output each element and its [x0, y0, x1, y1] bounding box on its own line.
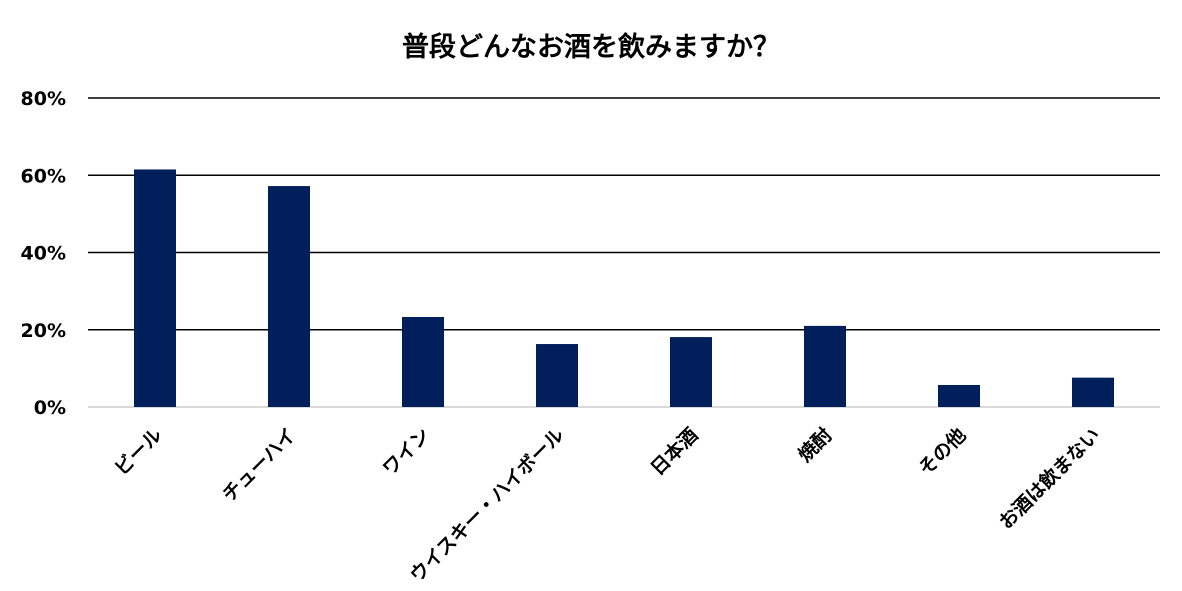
y-axis-ticks: 0% 20% 40% 60% 80%	[21, 88, 66, 419]
x-tick-label: お酒は飲まない	[994, 423, 1104, 533]
x-tick-label: チューハイ	[218, 424, 300, 506]
bar	[268, 186, 310, 407]
x-tick-label: 日本酒	[646, 423, 703, 480]
y-tick-label: 40%	[21, 243, 66, 265]
x-tick-label: 焼酎	[793, 423, 836, 466]
x-tick-label: その他	[914, 423, 971, 480]
bar	[670, 337, 712, 407]
x-tick-label: ウイスキー・ハイボール	[406, 424, 569, 587]
y-tick-label: 80%	[21, 88, 66, 110]
x-tick-label: ビール	[111, 424, 167, 480]
bar	[938, 384, 980, 407]
bar	[536, 344, 578, 407]
y-tick-label: 20%	[21, 320, 66, 342]
y-tick-label: 60%	[21, 165, 66, 187]
bar	[804, 325, 846, 407]
bar	[134, 169, 176, 407]
gridlines	[88, 97, 1160, 408]
y-tick-label: 0%	[34, 397, 66, 419]
chart-title: 普段どんなお酒を飲みますか？	[402, 31, 780, 63]
bar	[402, 317, 444, 407]
bars	[134, 169, 1114, 407]
bar	[1072, 377, 1114, 407]
x-tick-label: ワイン	[379, 424, 435, 480]
